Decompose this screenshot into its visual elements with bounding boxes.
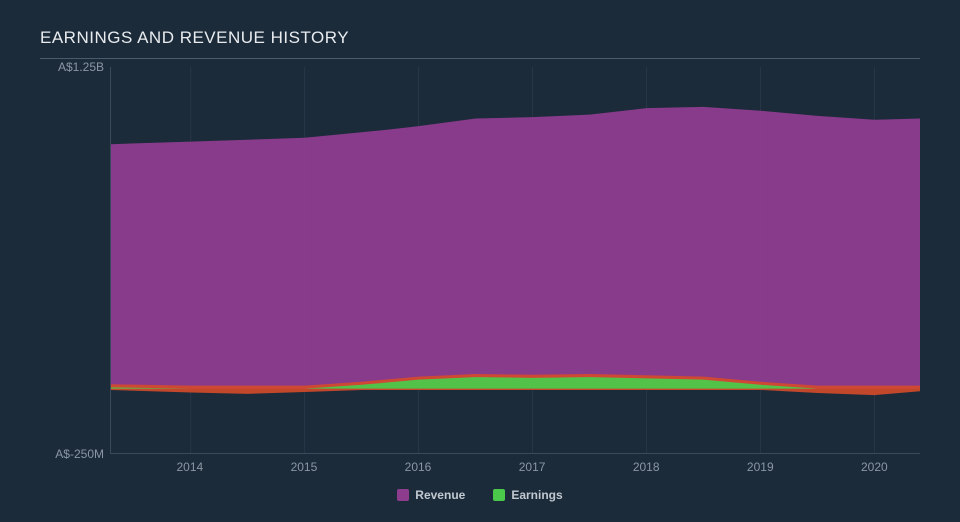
chart-container: EARNINGS AND REVENUE HISTORY A$-250MA$1.…	[0, 0, 960, 522]
legend: Revenue Earnings	[40, 478, 920, 502]
legend-item: Revenue	[397, 488, 465, 502]
x-tick-label: 2019	[747, 460, 774, 474]
legend-label: Revenue	[415, 488, 465, 502]
x-tick-label: 2020	[861, 460, 888, 474]
legend-swatch	[397, 489, 409, 501]
legend-label: Earnings	[511, 488, 562, 502]
legend-item: Earnings	[493, 488, 562, 502]
plot-svg	[111, 67, 920, 453]
plot-row: A$-250MA$1.25B	[40, 67, 920, 454]
x-axis: 2014 2015 2016 2017 2018 2019 2020	[110, 454, 920, 478]
revenue-area	[111, 107, 920, 389]
x-tick-label: 2016	[405, 460, 432, 474]
legend-swatch	[493, 489, 505, 501]
chart-area: A$-250MA$1.25B 2014201520162017201820192…	[40, 67, 920, 502]
x-tick-label: 2018	[633, 460, 660, 474]
plot	[110, 67, 920, 454]
x-tick-label: 2017	[519, 460, 546, 474]
x-tick-label: 2015	[291, 460, 318, 474]
x-axis-inner: 2014 2015 2016 2017 2018 2019 2020	[110, 460, 920, 478]
x-tick-label: 2014	[176, 460, 203, 474]
y-axis: A$-250MA$1.25B	[40, 67, 110, 454]
chart-title: EARNINGS AND REVENUE HISTORY	[40, 28, 920, 59]
y-tick-label: A$-250M	[55, 447, 104, 461]
y-tick-label: A$1.25B	[58, 60, 104, 74]
